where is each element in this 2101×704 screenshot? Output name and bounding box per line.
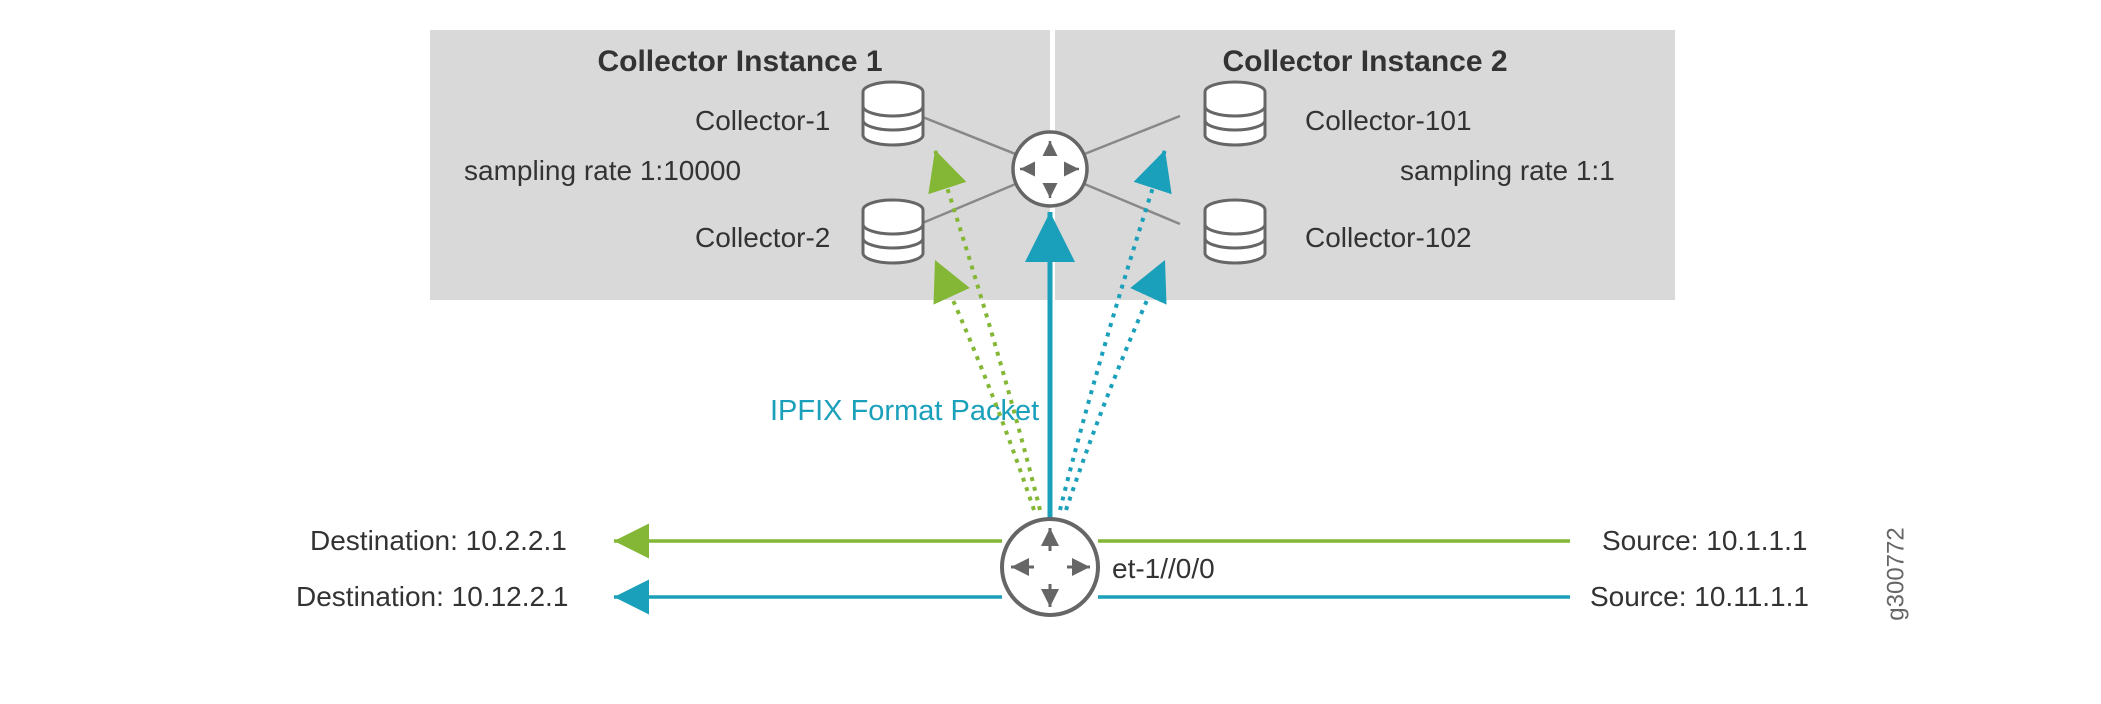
cylinder-collector-2 <box>863 200 923 263</box>
cylinder-collector-102 <box>1205 200 1265 263</box>
diagram-svg <box>0 0 2101 704</box>
network-diagram: Collector Instance 1 Collector Instance … <box>0 0 2101 704</box>
cylinder-collector-1 <box>863 82 923 145</box>
cylinder-collector-101 <box>1205 82 1265 145</box>
